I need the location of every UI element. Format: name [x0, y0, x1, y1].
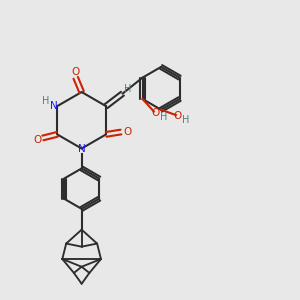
Text: H: H — [42, 96, 50, 106]
Text: H: H — [160, 112, 167, 122]
Text: O: O — [151, 108, 160, 118]
Text: N: N — [78, 143, 86, 154]
Text: O: O — [173, 111, 181, 121]
Text: N: N — [50, 101, 58, 111]
Text: H: H — [182, 116, 189, 125]
Text: O: O — [33, 135, 42, 145]
Text: H: H — [124, 84, 131, 94]
Text: O: O — [123, 127, 132, 137]
Text: O: O — [72, 68, 80, 77]
